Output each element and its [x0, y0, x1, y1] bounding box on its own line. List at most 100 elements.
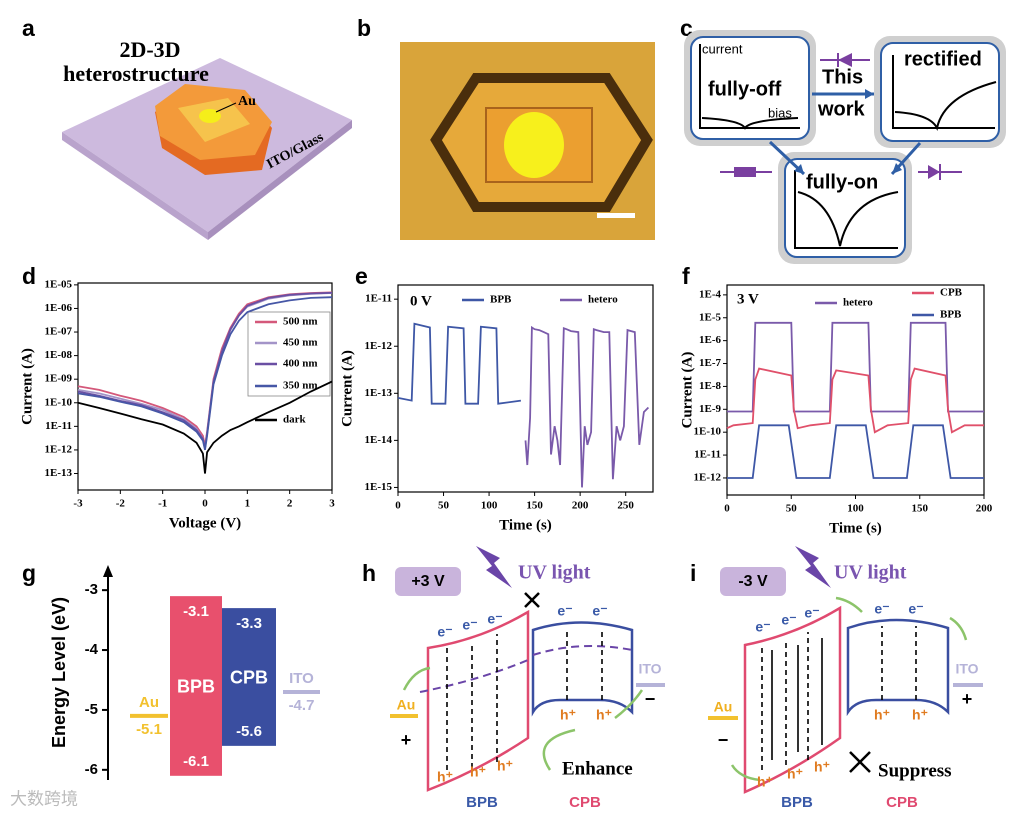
axis-label: bias — [768, 105, 792, 120]
legend-label: hetero — [588, 294, 618, 306]
y-tick-label: 1E-7 — [699, 357, 722, 369]
x-tick-label: 0 — [202, 498, 208, 510]
panel-label: i — [690, 560, 696, 586]
arrow-text: This — [822, 66, 863, 88]
electron: e⁻ — [462, 617, 477, 633]
band — [222, 608, 276, 746]
title: 2D-3D — [119, 37, 180, 62]
hole: h⁺ — [814, 759, 830, 775]
effect: Suppress — [878, 760, 952, 781]
series-line — [524, 325, 650, 488]
y-tick-label: 1E-8 — [699, 380, 722, 392]
series-line — [77, 296, 333, 451]
x-tick-label: 100 — [847, 503, 864, 515]
scale-bar — [597, 213, 635, 218]
hole: h⁺ — [497, 758, 513, 774]
au-electrode — [504, 112, 564, 178]
state: rectified — [904, 48, 982, 70]
curve — [701, 117, 799, 130]
state: fully-off — [708, 78, 782, 100]
blocked — [524, 592, 540, 608]
y-axis-label: Current (A) — [679, 352, 695, 429]
y-tick-label: 1E-05 — [45, 278, 73, 290]
sign: + — [962, 689, 973, 709]
bias-box — [720, 567, 786, 596]
lightning — [795, 546, 831, 588]
band-bottom: -5.6 — [236, 723, 262, 740]
cpb-band — [846, 618, 950, 717]
arrow-text: work — [817, 98, 866, 120]
substrate-side — [62, 132, 208, 240]
curve — [894, 81, 997, 131]
au-label: Au — [238, 94, 256, 109]
y-tick-label: 1E-6 — [699, 334, 722, 346]
legend-label: 450 nm — [283, 337, 318, 349]
legend-label: hetero — [843, 297, 873, 309]
hole: h⁺ — [787, 766, 803, 782]
legend-label: dark — [283, 414, 307, 426]
panel-label: d — [22, 263, 36, 289]
panel-h: h +3 V UV light Au + ITO − Enhance BPB C… — [362, 546, 665, 811]
band-bottom: -6.1 — [183, 753, 209, 770]
y-tick-label: 1E-15 — [365, 481, 393, 493]
layer-label: CPB — [886, 794, 918, 811]
electron: e⁻ — [804, 605, 819, 621]
layer-label: BPB — [466, 794, 498, 811]
y-tick-label: 1E-09 — [45, 373, 73, 385]
panel-label: e — [355, 263, 368, 289]
state: fully-on — [806, 171, 878, 193]
panel-b: b — [357, 15, 655, 240]
band — [170, 596, 222, 776]
electron: e⁻ — [592, 603, 607, 619]
y-tick-label: 1E-11 — [694, 449, 721, 461]
band-label: CPB — [230, 668, 268, 688]
y-tick-label: 1E-13 — [365, 387, 393, 399]
hole: h⁺ — [437, 769, 453, 785]
y-tick-label: 1E-5 — [699, 311, 722, 323]
contact-label: Au — [397, 697, 416, 713]
x-tick-label: 150 — [912, 503, 929, 515]
axes — [699, 44, 995, 249]
level-value: -4.7 — [289, 697, 315, 714]
y-tick-label: 1E-12 — [45, 443, 73, 455]
hole: h⁺ — [596, 707, 612, 723]
series-line — [727, 424, 984, 479]
electron: e⁻ — [557, 603, 572, 619]
legend-label: 400 nm — [283, 358, 318, 370]
title: heterostructure — [63, 61, 209, 86]
x-tick-label: 150 — [526, 500, 543, 512]
cpb-band — [531, 621, 634, 717]
fermi-level — [419, 645, 633, 693]
bias: -3 V — [738, 573, 768, 590]
series-line — [77, 380, 333, 474]
box — [880, 42, 1000, 142]
x-tick-label: 0 — [395, 500, 401, 512]
bpb-band — [743, 605, 842, 794]
electron: e⁻ — [755, 619, 770, 635]
x-tick-label: -1 — [158, 498, 167, 510]
hole: h⁺ — [874, 707, 890, 723]
y-axis-label: Energy Level (eV) — [49, 597, 69, 748]
light-label: UV light — [834, 562, 907, 584]
bias: +3 V — [411, 573, 445, 590]
drift — [771, 638, 823, 760]
annotation: 0 V — [410, 293, 432, 309]
layer-label: CPB — [569, 794, 601, 811]
box — [690, 36, 810, 140]
watermark: 大数跨境 — [10, 789, 78, 808]
legend-label: 500 nm — [283, 316, 318, 328]
y-axis-label: Current (A) — [19, 348, 35, 425]
y-tick-label: -6 — [85, 761, 98, 778]
hole: h⁺ — [470, 764, 486, 780]
x-tick-label: 2 — [287, 498, 293, 510]
sign: − — [645, 689, 656, 709]
annotation: 3 V — [737, 291, 759, 307]
layer-label: BPB — [781, 794, 813, 811]
panel-i: i -3 V UV light Au − ITO + Suppress BPB … — [690, 546, 983, 811]
series-line — [727, 321, 984, 413]
hole: h⁺ — [912, 707, 928, 723]
panel-c: c current bias fully-off rectified fully… — [680, 15, 1006, 264]
diode — [838, 53, 940, 179]
x-axis-label: Voltage (V) — [169, 515, 241, 531]
y-tick-label: 1E-08 — [45, 349, 73, 361]
